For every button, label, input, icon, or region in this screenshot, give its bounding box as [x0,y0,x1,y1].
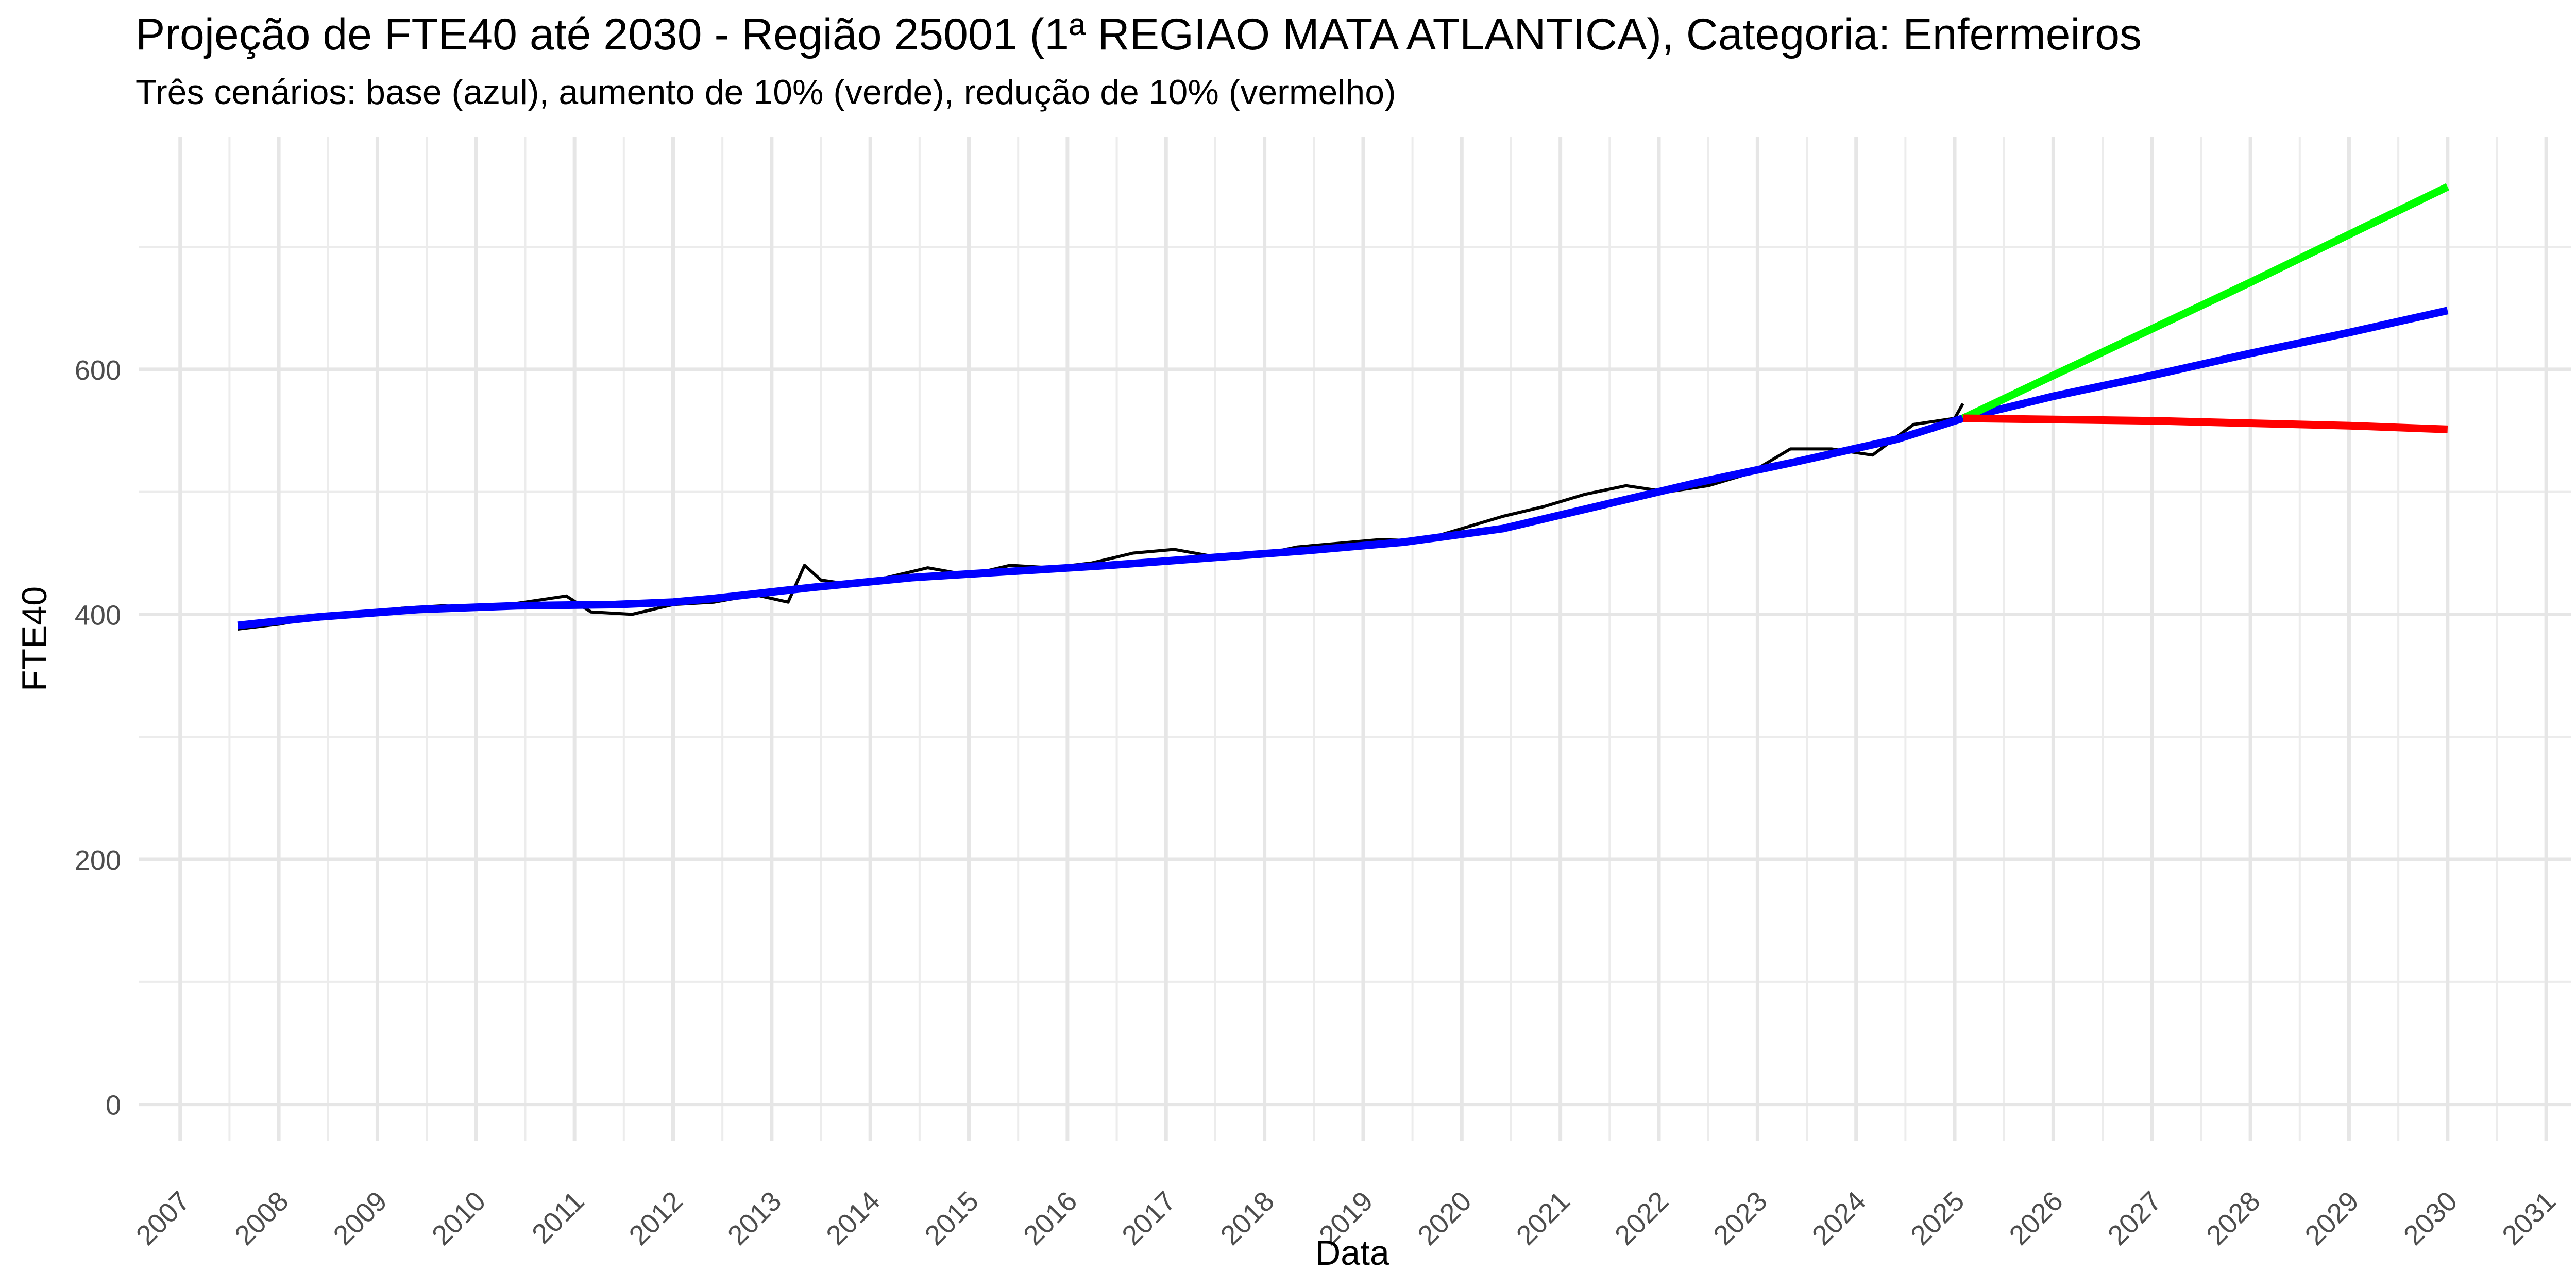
x-tick-label: 2024 [1806,1185,1872,1251]
grid-major [139,137,2571,1141]
x-tick-label: 2020 [1412,1185,1477,1251]
y-tick-label: 0 [106,1090,121,1121]
x-tick-label: 2029 [2299,1185,2365,1251]
y-tick-labels: 0 200 400 600 [75,355,121,1121]
x-tick-label: 2018 [1215,1185,1280,1251]
x-tick-label: 2023 [1707,1185,1773,1251]
x-tick-label: 2017 [1116,1185,1181,1251]
x-tick-label: 2015 [919,1185,985,1251]
chart-subtitle: Três cenários: base (azul), aumento de 1… [135,73,1396,112]
x-tick-label: 2022 [1609,1185,1674,1251]
y-tick-label: 200 [75,845,121,876]
y-tick-label: 400 [75,600,121,631]
series-line-3 [1961,183,2450,422]
x-tick-label: 2026 [2004,1185,2069,1251]
y-axis-title: FTE40 [15,586,54,691]
x-tick-label: 2021 [1511,1185,1576,1251]
x-tick-label: 2011 [526,1185,590,1250]
x-tick-label: 2027 [2102,1185,2167,1251]
x-tick-label: 2012 [623,1185,689,1251]
series-layer [237,183,2450,631]
x-tick-label: 2031 [2496,1185,2562,1251]
x-tick-label: 2008 [229,1185,294,1251]
x-tick-label: 2028 [2200,1185,2266,1251]
x-tick-label: 2030 [2398,1185,2463,1251]
x-tick-label: 2013 [722,1185,787,1251]
x-tick-label: 2014 [820,1185,886,1251]
series-line-1 [238,402,1964,631]
x-axis-title: Data [1315,1233,1389,1273]
x-tick-label: 2016 [1018,1185,1083,1251]
y-tick-label: 600 [75,355,121,386]
x-tick-label: 2007 [130,1185,196,1251]
series-line-2 [237,307,2449,630]
x-tick-label: 2009 [328,1185,393,1251]
series-line-4 [1962,414,2448,433]
x-tick-label: 2010 [426,1185,492,1251]
x-tick-label: 2025 [1905,1185,1970,1251]
chart-title: Projeção de FTE40 até 2030 - Região 2500… [135,10,2142,59]
grid-minor [139,137,2571,1141]
